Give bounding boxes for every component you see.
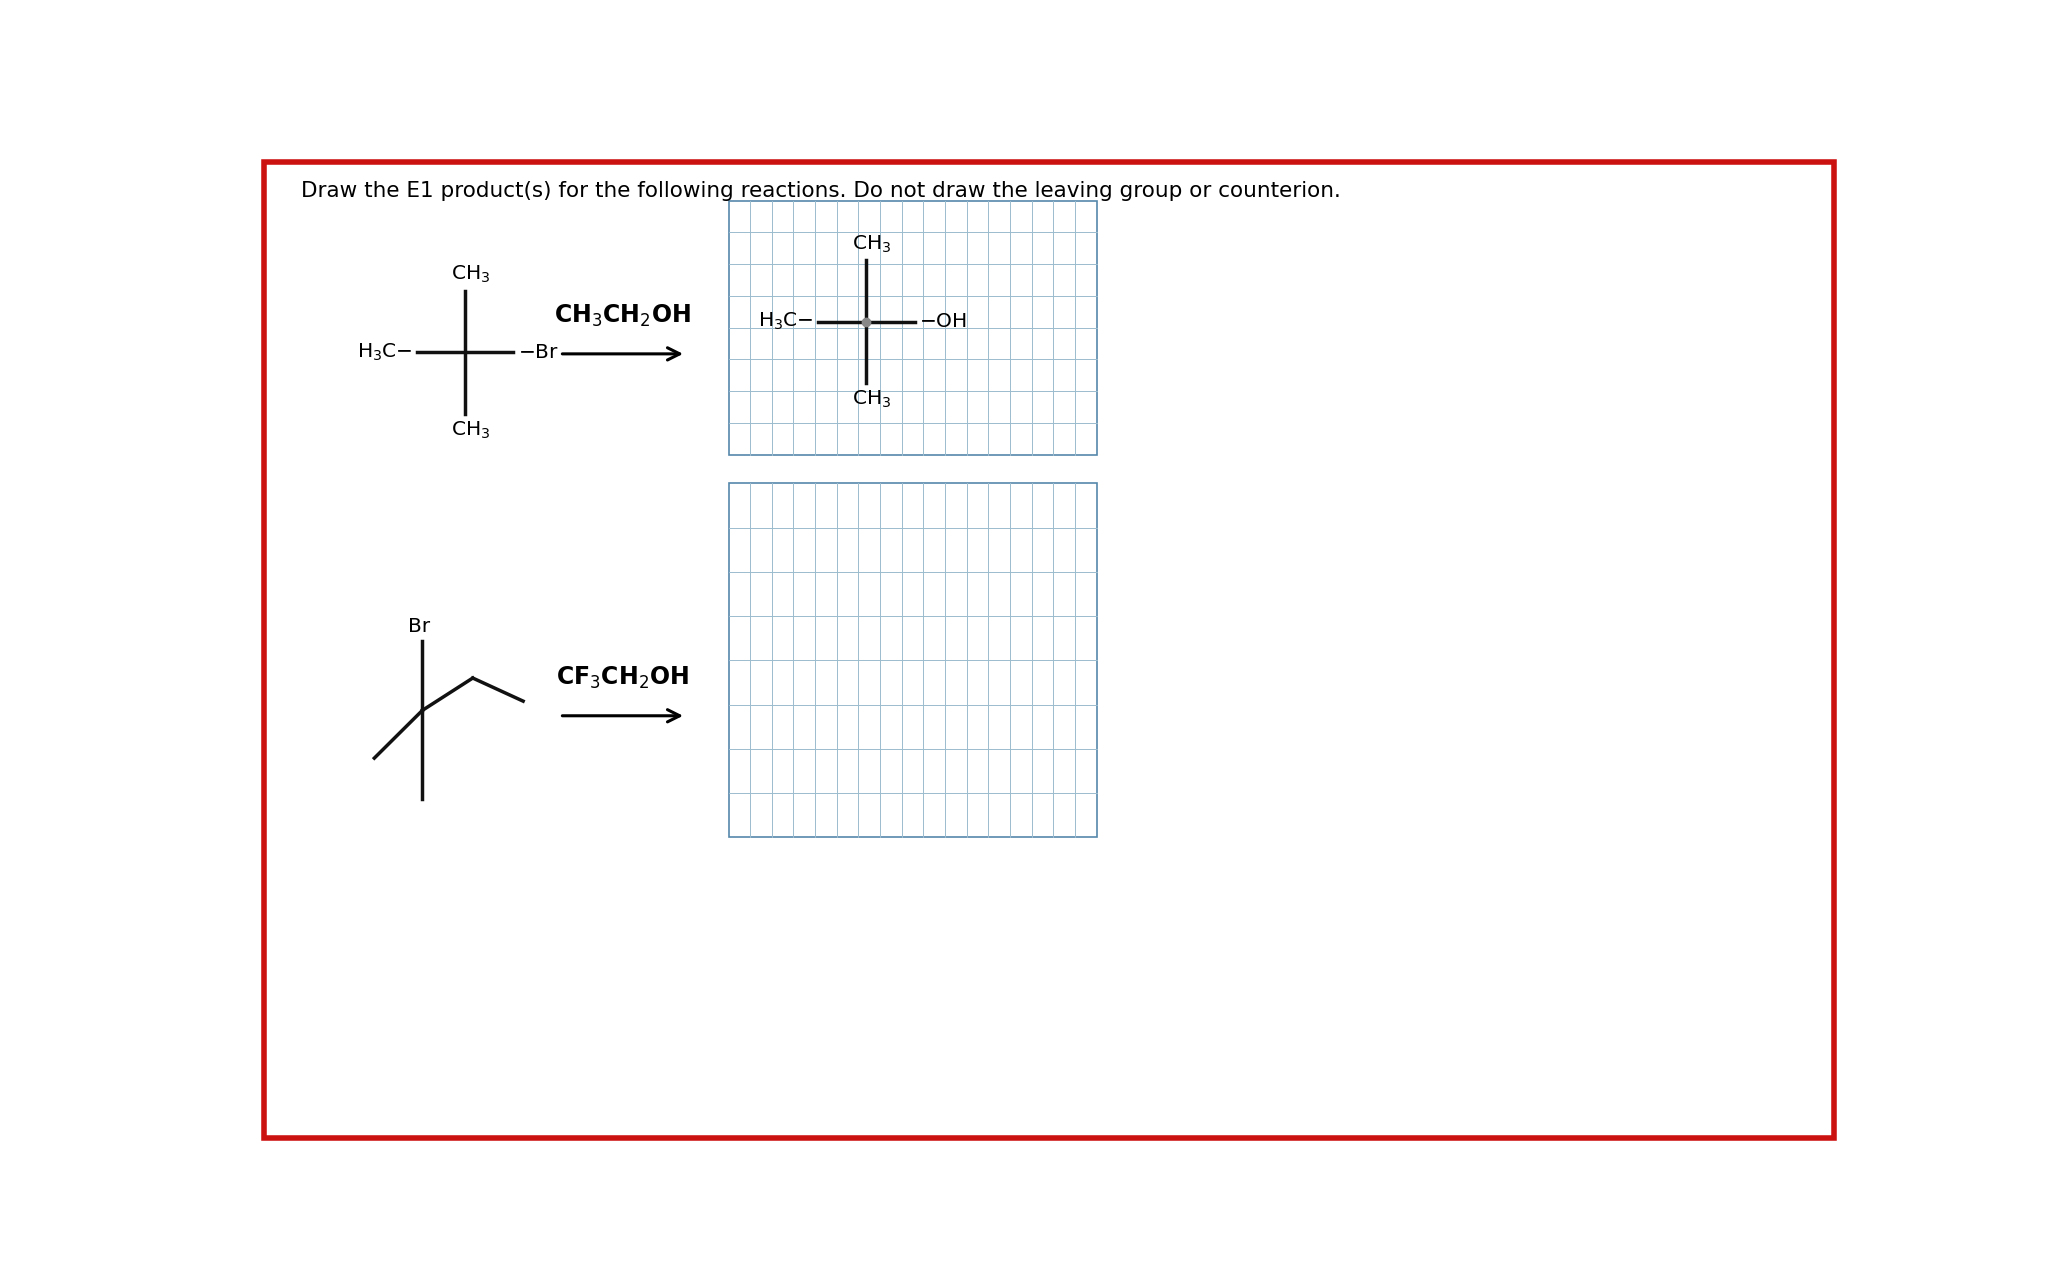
Text: CH$_3$: CH$_3$ (450, 264, 491, 286)
Bar (728, 483, 1097, 838)
Text: CH$_3$: CH$_3$ (853, 389, 892, 409)
Text: CH$_3$CH$_2$OH: CH$_3$CH$_2$OH (554, 302, 692, 329)
Text: Br: Br (409, 618, 430, 637)
Text: H$_3$C$-$: H$_3$C$-$ (759, 311, 814, 332)
Text: H$_3$C$-$: H$_3$C$-$ (356, 341, 413, 363)
Text: CH$_3$: CH$_3$ (853, 233, 892, 255)
Text: CF$_3$CH$_2$OH: CF$_3$CH$_2$OH (557, 665, 690, 691)
Text: $-$Br: $-$Br (518, 342, 559, 362)
Text: Draw the E1 product(s) for the following reactions. Do not draw the leaving grou: Draw the E1 product(s) for the following… (301, 181, 1340, 201)
Bar (728, 201, 1097, 454)
Text: CH$_3$: CH$_3$ (450, 420, 491, 440)
Text: $-$OH: $-$OH (919, 311, 968, 331)
